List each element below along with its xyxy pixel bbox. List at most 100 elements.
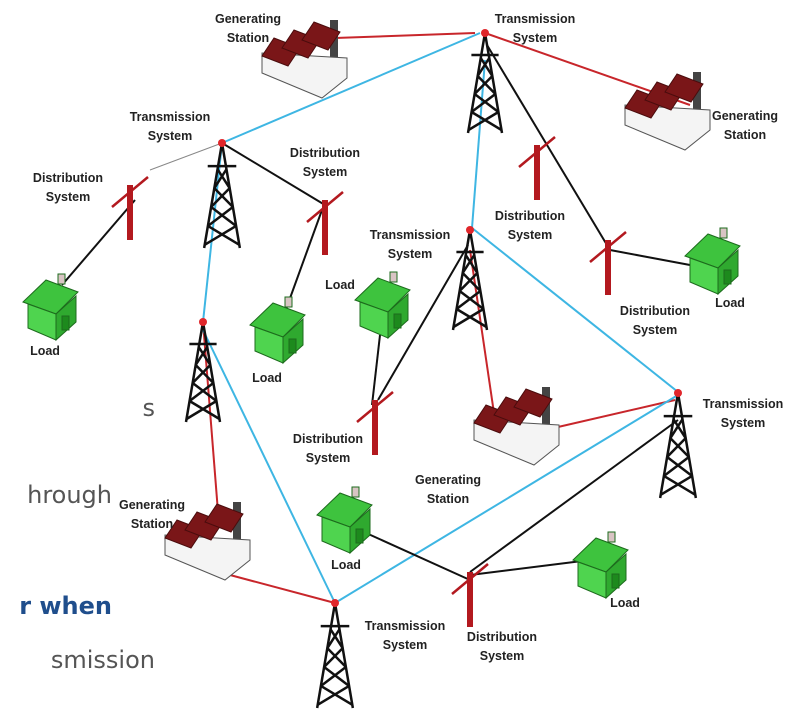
tower-brace	[666, 456, 693, 477]
tower-brace	[317, 684, 350, 706]
tower-brace	[210, 187, 231, 208]
label-line: System	[46, 190, 90, 204]
slide-text: s	[142, 394, 155, 422]
tower-brace	[326, 628, 341, 649]
tower-brace	[663, 456, 690, 477]
label-line: Load	[715, 296, 745, 310]
tower	[451, 229, 489, 331]
tower-brace	[470, 93, 497, 113]
tower-brace	[464, 254, 479, 274]
tower-brace	[458, 272, 479, 292]
pole	[534, 145, 540, 200]
pole-arm	[111, 176, 149, 208]
node-label: Generating Station	[119, 498, 185, 531]
tower-brace	[461, 272, 482, 292]
labels: Generating Station Transmission System Gener…	[19, 12, 783, 674]
tower-brace	[467, 110, 500, 132]
tower-brace	[191, 364, 212, 384]
tower-brace	[188, 399, 221, 421]
house-door	[288, 338, 297, 354]
tower-brace	[479, 57, 494, 77]
pole	[322, 200, 328, 255]
tower-brace	[452, 307, 485, 329]
tower-brace	[320, 684, 353, 706]
house-chimney	[284, 296, 293, 308]
label-line: Transmission	[495, 12, 576, 26]
label-line: System	[303, 165, 347, 179]
tower-brace	[326, 647, 347, 668]
factory	[624, 72, 711, 151]
label-line: Distribution	[495, 209, 565, 223]
label-line: System	[480, 649, 524, 663]
label-line: System	[383, 638, 427, 652]
tower-brace	[669, 418, 684, 439]
house-chimney	[607, 531, 616, 543]
house-door	[61, 315, 70, 331]
tower-brace	[213, 187, 234, 208]
node-label: Transmission System	[703, 397, 784, 430]
tower-tip	[481, 29, 489, 37]
house-chimney	[389, 271, 398, 283]
node-label: Transmission System	[495, 12, 576, 45]
pole-arm	[518, 136, 556, 168]
house	[354, 271, 411, 340]
tower-brace	[672, 418, 687, 439]
node-label: Distribution System	[290, 146, 360, 179]
label-line: Transmission	[370, 228, 451, 242]
tower-brace	[660, 474, 693, 496]
house	[572, 531, 629, 600]
house-door	[611, 573, 620, 589]
node-label: Transmission System	[365, 619, 446, 652]
label-line: System	[513, 31, 557, 45]
tower-brace	[473, 75, 494, 95]
node-label: Transmission System	[130, 110, 211, 143]
tower-brace	[470, 110, 503, 132]
house-chimney	[351, 486, 360, 498]
factory	[164, 502, 251, 581]
tower-brace	[669, 437, 690, 458]
label-line: Load	[30, 344, 60, 358]
house-chimney	[57, 273, 66, 285]
tower-brace	[455, 307, 488, 329]
factory	[261, 20, 348, 99]
tower-brace	[197, 346, 212, 366]
tower-brace	[210, 206, 237, 227]
tower-brace	[194, 364, 215, 384]
house-door	[393, 313, 402, 329]
tower-brace	[320, 666, 347, 687]
label-line: Station	[131, 517, 173, 531]
pole-arm	[306, 191, 344, 223]
label-line: Station	[724, 128, 766, 142]
node-label: Load	[715, 296, 745, 310]
tower-tip	[466, 226, 474, 234]
label-line: Transmission	[130, 110, 211, 124]
factory	[473, 387, 560, 466]
label-line: Transmission	[703, 397, 784, 411]
pole	[372, 400, 378, 455]
label-line: Load	[331, 558, 361, 572]
pole	[605, 240, 611, 295]
pole	[127, 185, 133, 240]
node-label: Load	[610, 596, 640, 610]
house	[684, 227, 741, 296]
house-chimney	[719, 227, 728, 239]
node-label: Generating Station	[712, 109, 778, 142]
tower-brace	[461, 254, 476, 274]
tower	[184, 321, 222, 423]
tower-brace	[191, 382, 218, 402]
label-line: Distribution	[467, 630, 537, 644]
tower-brace	[207, 206, 234, 227]
tower-brace	[476, 57, 491, 77]
slide-text: r when	[19, 592, 112, 620]
tower	[466, 32, 504, 134]
node-label: Distribution System	[620, 304, 690, 337]
tower-brace	[458, 290, 485, 310]
equipment	[22, 20, 741, 709]
label-line: Load	[610, 596, 640, 610]
label-line: System	[306, 451, 350, 465]
node-label: Load	[252, 371, 282, 385]
label-line: System	[508, 228, 552, 242]
wires	[61, 32, 691, 604]
tower-brace	[329, 628, 344, 649]
pole	[467, 572, 473, 627]
